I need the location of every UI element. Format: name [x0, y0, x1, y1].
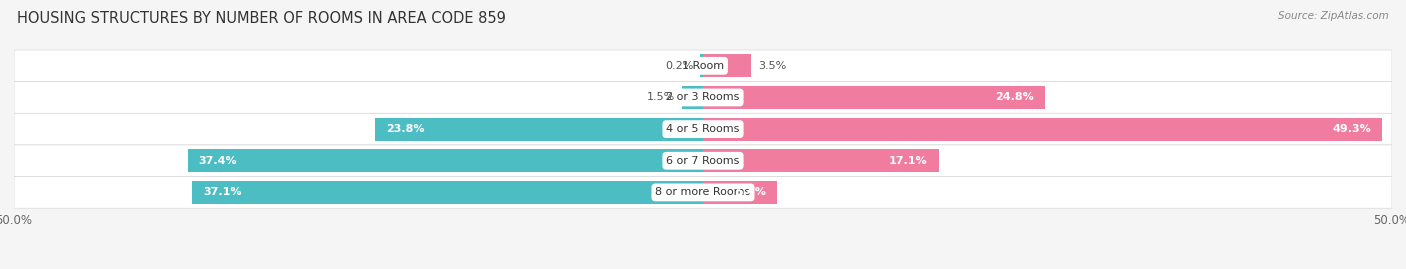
Text: 49.3%: 49.3%: [1333, 124, 1371, 134]
Bar: [187, 149, 703, 172]
FancyBboxPatch shape: [14, 176, 1392, 208]
FancyBboxPatch shape: [14, 50, 1392, 82]
FancyBboxPatch shape: [14, 113, 1392, 145]
Text: 4 or 5 Rooms: 4 or 5 Rooms: [666, 124, 740, 134]
Bar: [191, 181, 703, 204]
Text: 2 or 3 Rooms: 2 or 3 Rooms: [666, 93, 740, 102]
Bar: [703, 86, 1045, 109]
Text: 8 or more Rooms: 8 or more Rooms: [655, 187, 751, 197]
Text: 6 or 7 Rooms: 6 or 7 Rooms: [666, 156, 740, 166]
Text: 1 Room: 1 Room: [682, 61, 724, 71]
Bar: [682, 86, 703, 109]
Text: 5.4%: 5.4%: [735, 187, 766, 197]
FancyBboxPatch shape: [14, 82, 1392, 113]
Text: 3.5%: 3.5%: [758, 61, 786, 71]
FancyBboxPatch shape: [14, 145, 1392, 176]
Text: HOUSING STRUCTURES BY NUMBER OF ROOMS IN AREA CODE 859: HOUSING STRUCTURES BY NUMBER OF ROOMS IN…: [17, 11, 506, 26]
Text: 17.1%: 17.1%: [889, 156, 928, 166]
Legend: Owner-occupied, Renter-occupied: Owner-occupied, Renter-occupied: [578, 266, 828, 269]
Bar: [703, 181, 778, 204]
Text: 37.1%: 37.1%: [202, 187, 242, 197]
Text: 1.5%: 1.5%: [647, 93, 675, 102]
Bar: [703, 149, 939, 172]
Text: 24.8%: 24.8%: [995, 93, 1033, 102]
Text: 37.4%: 37.4%: [198, 156, 238, 166]
Text: 0.2%: 0.2%: [665, 61, 693, 71]
Bar: [375, 118, 703, 140]
Bar: [700, 54, 703, 77]
Bar: [703, 118, 1382, 140]
Text: Source: ZipAtlas.com: Source: ZipAtlas.com: [1278, 11, 1389, 21]
Text: 23.8%: 23.8%: [387, 124, 425, 134]
Bar: [703, 54, 751, 77]
